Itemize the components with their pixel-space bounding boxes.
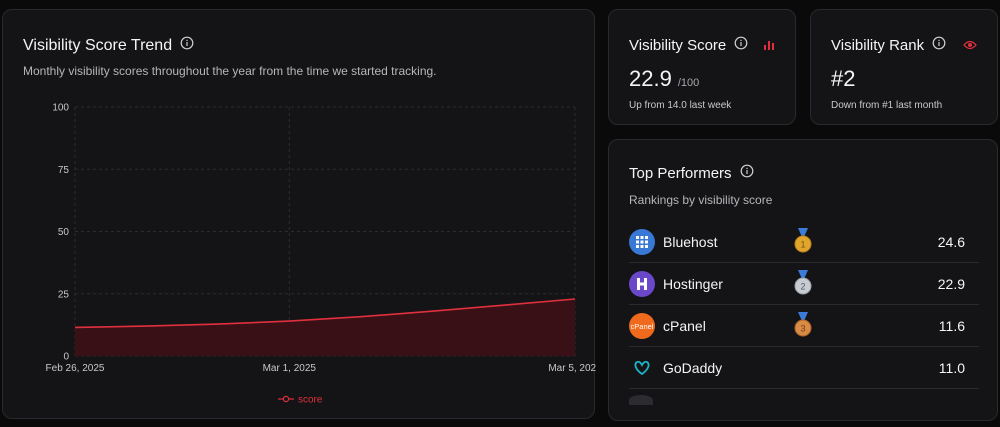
performer-score: 24.6 — [937, 234, 965, 250]
eye-icon — [963, 38, 977, 56]
rank-value: #2 — [831, 66, 856, 91]
visibility-chart: 0 25 50 75 100 Feb 26, 2025 Mar 1, 2025 Mar 5, … — [46, 103, 596, 406]
score-line — [74, 298, 576, 329]
performer-name: cPanel — [663, 318, 706, 334]
trend-title: Visibility Score Trend — [23, 36, 173, 54]
score-area — [75, 299, 575, 356]
info-icon[interactable] — [740, 164, 754, 183]
performer-row[interactable]: Hostinger 2 22.9 — [629, 263, 979, 305]
visibility-score-card: Visibility Score 22.9/100 Up from 14.0 l… — [608, 9, 796, 125]
bronze-medal-icon: 3 — [793, 312, 813, 343]
score-title: Visibility Score — [629, 37, 727, 54]
x-tick-label: Feb 26, 2025 — [46, 363, 105, 374]
performers-subtitle: Rankings by visibility score — [629, 193, 773, 207]
y-tick-label: 0 — [63, 352, 69, 363]
top-performers-card: Top Performers Rankings by visibility sc… — [608, 139, 998, 421]
trend-subtitle: Monthly visibility scores throughout the… — [23, 64, 437, 78]
performer-name: Hostinger — [663, 276, 723, 292]
performers-title: Top Performers — [629, 165, 732, 182]
performer-row[interactable]: cPanel cPanel 3 11.6 — [629, 305, 979, 347]
gold-medal-icon: 1 — [793, 228, 813, 259]
rank-subtitle: Down from #1 last month — [831, 100, 943, 111]
performers-title-wrap: Top Performers — [629, 164, 754, 183]
silver-medal-icon: 2 — [793, 270, 813, 301]
y-tick-label: 100 — [52, 103, 69, 114]
bluehost-logo-icon — [629, 229, 655, 255]
visibility-trend-card: Visibility Score Trend Monthly visibilit… — [2, 9, 596, 419]
legend-label: score — [298, 395, 323, 406]
info-icon[interactable] — [180, 36, 194, 55]
performer-row[interactable]: GoDaddy 11.0 — [629, 347, 979, 389]
svg-text:3: 3 — [800, 324, 805, 334]
score-unit: /100 — [677, 77, 700, 89]
score-subtitle: Up from 14.0 last week — [629, 100, 732, 111]
performer-row[interactable]: Bluehost 1 24.6 — [629, 221, 979, 263]
visibility-rank-card: Visibility Rank #2 Down from #1 last mon… — [810, 9, 998, 125]
score-title-wrap: Visibility Score — [629, 36, 748, 55]
y-tick-label: 50 — [58, 227, 70, 238]
y-tick-label: 75 — [58, 165, 70, 176]
bar-chart-icon — [763, 38, 775, 56]
performer-score: 22.9 — [937, 276, 965, 292]
cpanel-logo-icon: cPanel — [629, 313, 655, 339]
x-tick-label: Mar 1, 2025 — [263, 363, 317, 374]
performer-name: GoDaddy — [663, 360, 723, 376]
svg-text:1: 1 — [800, 240, 805, 250]
score-value-wrap: 22.9/100 — [629, 66, 699, 92]
score-value: 22.9 — [629, 66, 672, 91]
y-tick-label: 25 — [58, 289, 70, 300]
performer-score: 11.0 — [938, 360, 965, 376]
trend-title-wrap: Visibility Score Trend — [23, 36, 194, 55]
svg-text:cPanel: cPanel — [631, 322, 653, 331]
performer-name: Bluehost — [663, 234, 718, 250]
legend-marker — [282, 395, 290, 403]
info-icon[interactable] — [734, 36, 748, 55]
partial-logo-icon — [629, 395, 653, 405]
performer-score: 11.6 — [938, 318, 965, 334]
svg-text:2: 2 — [800, 282, 805, 292]
rank-title: Visibility Rank — [831, 37, 925, 54]
godaddy-logo-icon — [629, 355, 655, 381]
x-tick-label: Mar 5, 2025 — [548, 363, 596, 374]
info-icon[interactable] — [932, 36, 946, 55]
hostinger-logo-icon — [629, 271, 655, 297]
rank-title-wrap: Visibility Rank — [831, 36, 946, 55]
